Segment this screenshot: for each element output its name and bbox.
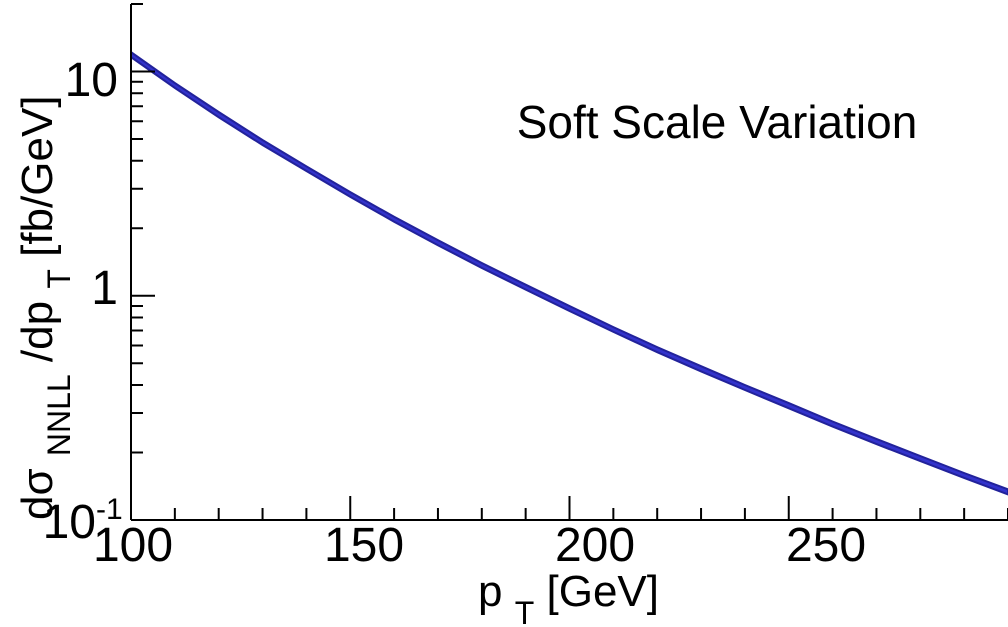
y-tick-label-base: 10 [43,496,96,549]
y-axis-title-unit: [fb/GeV] [13,95,62,256]
y-tick-label: 1 [91,262,118,315]
x-tick-label: 150 [324,519,404,572]
axis-layer [130,3,1008,521]
x-tick-label: 250 [786,519,866,572]
y-tick-label-exponent: -1 [96,493,123,526]
y-axis-title: dσ NNLL /dp T [fb/GeV] [13,95,80,520]
y-axis-title-sub-nnll: NNLL [41,374,77,456]
y-axis-title-dsigma: dσ [13,468,62,520]
x-axis-title-sub: T [515,595,535,627]
x-axis-title-unit: [GeV] [547,567,660,616]
x-axis-title-main: p [478,567,502,616]
y-tick-label: 10 [65,54,118,107]
y-axis-title-mid: /dp [13,301,62,362]
y-tick-label: 10 [43,496,96,549]
x-tick-label: 100 [93,519,173,572]
x-tick-label: 200 [555,519,635,572]
series-band-0 [131,50,1008,496]
plot-annotation: Soft Scale Variation [517,96,918,148]
y-axis-title-sub-t: T [41,269,77,289]
band-layer [131,50,1008,496]
x-axis-title: p T [GeV] [478,567,659,627]
